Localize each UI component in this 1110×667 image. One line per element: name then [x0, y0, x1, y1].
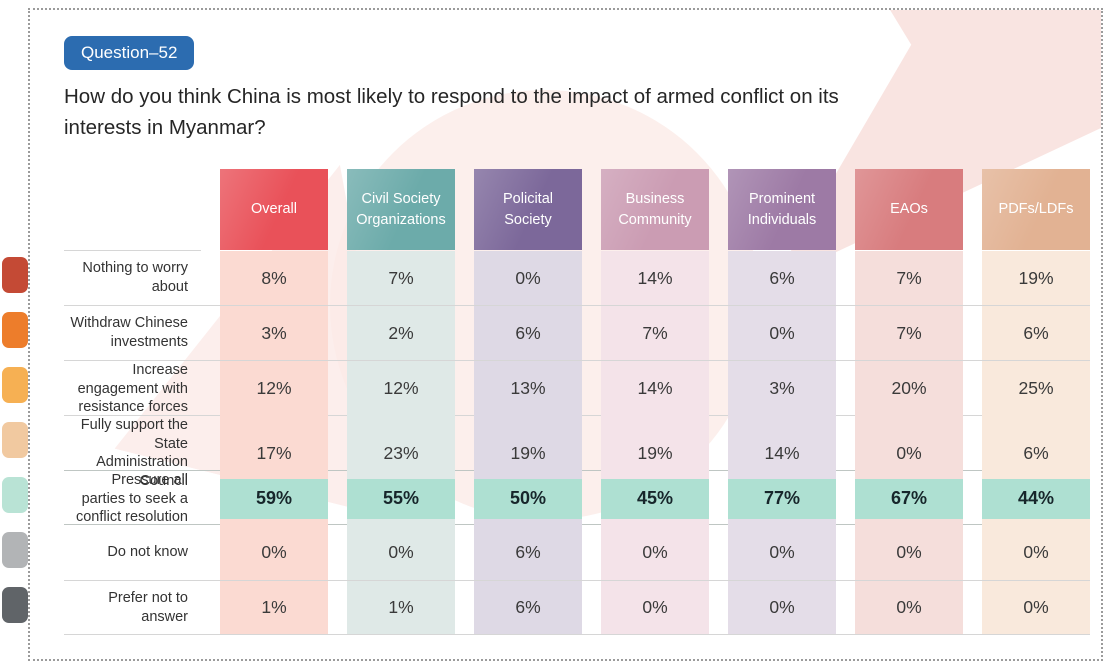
row-label: Pressure all parties to seek a conflict …	[75, 472, 188, 526]
row-label: Do not know	[107, 544, 188, 561]
row-marker	[2, 477, 28, 513]
figure-frame: Question–52 How do you think China is mo…	[28, 8, 1103, 661]
column-header-pdfs-ldfs: PDFs/LDFs	[982, 169, 1090, 250]
value-cell: 0%	[728, 525, 836, 580]
value-cell: 0%	[982, 581, 1090, 634]
value-cell: 12%	[347, 361, 455, 417]
value-cell: 25%	[982, 361, 1090, 417]
row-marker	[2, 367, 28, 403]
row-label: Increase engagement with resistance forc…	[77, 362, 188, 416]
value-cell-highlighted: 55%	[347, 471, 455, 527]
column-header-civil-society: Civil Society Organizations	[347, 169, 455, 250]
table-row: Withdraw Chinese investments 3% 2% 6% 7%…	[64, 305, 1090, 360]
value-cell: 14%	[601, 251, 709, 305]
value-cell: 20%	[855, 361, 963, 417]
value-cell-highlighted: 77%	[728, 471, 836, 527]
table-row-highlighted: Pressure all parties to seek a conflict …	[64, 470, 1090, 527]
value-cell: 6%	[982, 306, 1090, 360]
value-cell: 2%	[347, 306, 455, 360]
value-cell: 12%	[220, 361, 328, 417]
value-cell: 0%	[220, 525, 328, 580]
column-header-prominent-individuals: Prominent Individuals	[728, 169, 836, 250]
value-cell: 0%	[347, 525, 455, 580]
value-cell: 13%	[474, 361, 582, 417]
header-spacer	[64, 169, 201, 250]
value-cell: 7%	[855, 251, 963, 305]
value-cell: 8%	[220, 251, 328, 305]
value-cell: 0%	[601, 525, 709, 580]
value-cell: 1%	[347, 581, 455, 634]
table-row: Increase engagement with resistance forc…	[64, 360, 1090, 417]
value-cell-highlighted: 44%	[982, 471, 1090, 527]
value-cell: 3%	[728, 361, 836, 417]
row-label: Nothing to worry about	[64, 250, 201, 305]
row-label: Prefer not to answer	[108, 589, 188, 625]
column-header-overall: Overall	[220, 169, 328, 250]
column-header-eaos: EAOs	[855, 169, 963, 250]
value-cell: 6%	[474, 525, 582, 580]
value-cell: 7%	[347, 251, 455, 305]
value-cell: 6%	[474, 306, 582, 360]
value-cell: 0%	[474, 251, 582, 305]
value-cell: 6%	[474, 581, 582, 634]
value-cell: 0%	[728, 581, 836, 634]
value-cell: 6%	[728, 251, 836, 305]
value-cell: 0%	[728, 306, 836, 360]
value-cell-highlighted: 67%	[855, 471, 963, 527]
table-row: Do not know 0% 0% 6% 0% 0% 0% 0%	[64, 525, 1090, 580]
value-cell: 19%	[982, 251, 1090, 305]
value-cell: 7%	[601, 306, 709, 360]
value-cell: 0%	[855, 581, 963, 634]
table-row: Nothing to worry about 8% 7% 0% 14% 6% 7…	[64, 250, 1090, 305]
value-cell: 0%	[855, 525, 963, 580]
value-cell: 7%	[855, 306, 963, 360]
question-badge: Question–52	[64, 36, 195, 70]
row-marker	[2, 422, 28, 458]
value-cell-highlighted: 50%	[474, 471, 582, 527]
value-cell-highlighted: 45%	[601, 471, 709, 527]
table-header-row: Overall Civil Society Organizations Poli…	[64, 169, 1090, 250]
value-cell: 3%	[220, 306, 328, 360]
value-cell: 1%	[220, 581, 328, 634]
table-row: Fully support the State Administration C…	[64, 415, 1090, 491]
results-table: Overall Civil Society Organizations Poli…	[64, 169, 1090, 635]
question-text: How do you think China is most likely to…	[64, 85, 839, 140]
column-header-business-community: Business Community	[601, 169, 709, 250]
row-marker	[2, 587, 28, 623]
row-marker	[2, 257, 28, 293]
value-cell: 14%	[601, 361, 709, 417]
column-header-political-society: Policital Society	[474, 169, 582, 250]
value-cell: 0%	[982, 525, 1090, 580]
row-label: Withdraw Chinese investments	[70, 315, 188, 350]
table-row: Prefer not to answer 1% 1% 6% 0% 0% 0% 0…	[64, 580, 1090, 635]
value-cell: 0%	[601, 581, 709, 634]
row-marker	[2, 312, 28, 348]
value-cell-highlighted: 59%	[220, 471, 328, 527]
row-marker	[2, 532, 28, 568]
